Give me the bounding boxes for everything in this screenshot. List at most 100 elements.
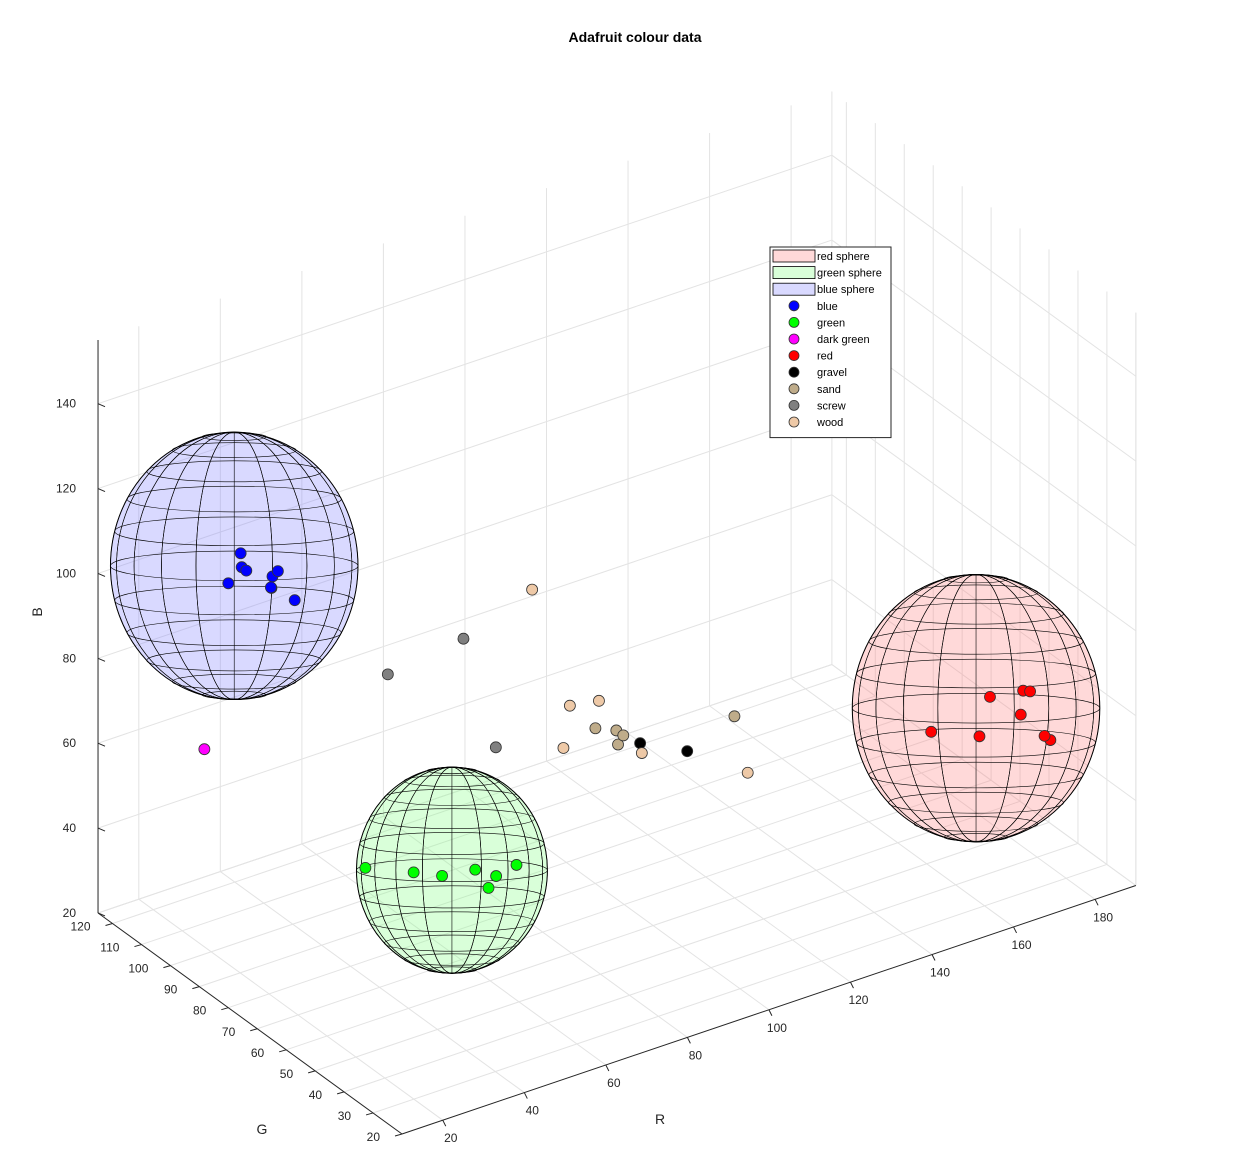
data-point [635,747,648,759]
data-point [1014,708,1027,721]
legend-label: green sphere [817,268,882,280]
sphere-layer [109,431,1101,974]
grid-line-backwall-z [97,494,833,744]
data-point [741,766,754,779]
grid-line-floor-x [138,898,444,1121]
grid-line-floor-x [220,871,525,1093]
legend-swatch [772,249,816,263]
data-point [288,594,301,607]
legend-swatch [772,266,816,280]
series-gravel [634,737,694,758]
legend-label: green [817,317,845,329]
series-dark-green [198,743,211,756]
z-tick-mark [97,657,106,662]
y-tick-mark [394,1133,403,1137]
x-axis-label: R [655,1111,665,1127]
grid-line-floor-y [199,737,934,988]
z-tick-mark [97,827,106,832]
data-point [234,547,247,560]
grid-line-floor-x [627,733,933,955]
z-axis-label: B [29,607,45,616]
grid-line-floor-y [343,842,1079,1093]
x-tick-mark [931,954,936,961]
grid-line-backwall-z [97,239,833,490]
legend-entry: green sphere [772,266,882,280]
grid-line-floor-y [286,800,1021,1051]
y-tick-label: 110 [100,941,119,955]
data-point [469,863,482,876]
data-point [198,743,211,756]
z-tick-label: 140 [56,397,76,411]
data-point [489,741,502,754]
z-tick-mark [97,572,106,577]
x-tick-label: 20 [444,1131,458,1145]
series-screw [381,632,502,754]
data-point [589,722,602,735]
data-point [240,564,253,577]
legend-label: dark green [817,334,870,346]
x-tick-mark [1013,926,1017,934]
y-tick-mark [105,923,113,926]
data-point [271,565,284,578]
y-tick-mark [134,944,142,948]
z-tick-mark [97,742,106,747]
grid-line-floor-x [790,677,1096,900]
legend-label: gravel [817,367,847,379]
grid-line-floor-x [301,843,607,1066]
grid-line-sidewall-z [831,494,1137,717]
y-tick-label: 60 [251,1046,265,1060]
grid-line-floor-y [170,716,905,967]
sphere-2 [355,766,548,974]
grid-line-floor-y [141,695,876,946]
data-point [490,870,503,882]
z-tick-label: 80 [63,651,77,665]
sphere-1 [851,573,1101,843]
legend-entry: dark green [788,333,870,346]
y-axis-label: G [257,1121,268,1137]
data-point [265,581,277,594]
legend-entry: blue [788,300,838,313]
data-point [1024,685,1036,698]
grid-line-sidewall-z [831,409,1137,632]
grid-line-floor-y [228,758,963,1009]
grid-line-floor-y [257,779,992,1030]
legend-marker [788,350,800,362]
series-blue [222,547,301,607]
legend-entry: green [788,316,845,329]
sphere-longitude [858,574,1095,843]
legend-label: screw [817,400,846,412]
data-point [984,690,996,703]
sphere-longitude [116,431,353,700]
grid-line-floor-x [546,760,851,983]
z-tick-label: 20 [63,906,77,920]
x-tick-label: 140 [930,966,950,980]
data-point [612,738,624,751]
data-point [359,861,372,874]
y-tick-label: 40 [309,1088,323,1102]
x-tick-mark [686,1037,691,1044]
y-tick-mark [250,1028,258,1032]
box-edge [831,664,1137,886]
y-tick-label: 20 [367,1130,381,1144]
data-point [617,729,630,742]
grid-line-floor-x [383,815,688,1038]
legend-marker [788,399,800,411]
x-tick-mark [768,1009,773,1016]
y-tick-mark [336,1091,345,1095]
legend-entry: sand [788,383,841,396]
data-point [593,694,605,707]
points-layer [198,547,1057,894]
legend-entry: screw [788,399,846,412]
z-tick-mark [97,488,106,493]
grid-line-backwall-z [97,579,833,829]
box-edge [97,664,833,914]
z-tick-label: 100 [56,566,76,580]
y-tick-label: 100 [128,962,148,976]
series-red [925,684,1057,746]
data-point [1038,729,1051,742]
axes-layer: 20 40 60 80 100 120 140 160 180 20 30 40 50 60 70 80 90 1… [56,340,1137,1145]
grid-line-backwall-z [97,154,833,405]
z-tick-label: 60 [63,736,77,750]
x-tick-mark [523,1092,528,1099]
grid-line-floor-y [372,863,1108,1114]
